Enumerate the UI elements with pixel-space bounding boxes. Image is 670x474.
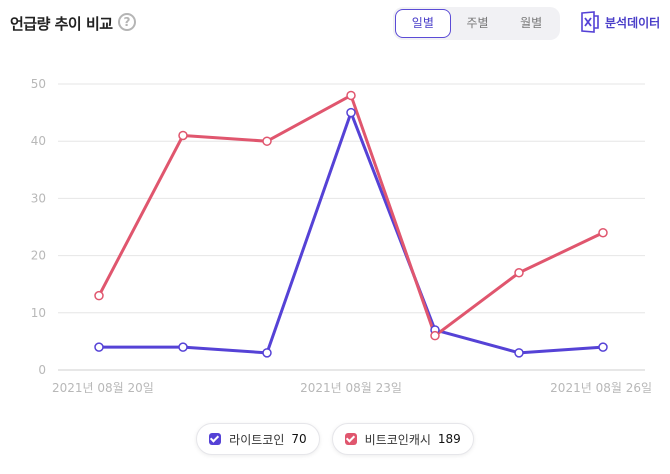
tab-monthly[interactable]: 월별 (520, 16, 543, 30)
x-tick-label: 2021년 08월 20일 (52, 381, 154, 395)
checkbox-checked-icon (209, 433, 222, 445)
y-tick-label: 20 (31, 249, 46, 263)
legend-total: 189 (437, 432, 461, 446)
series-line (97, 93, 604, 338)
legend-total: 70 (291, 432, 307, 446)
export-label: 분석데이터 (605, 15, 661, 30)
tab-weekly[interactable]: 주별 (466, 16, 489, 30)
x-tick-label: 2021년 08월 23일 (300, 381, 402, 395)
line-chart: 0 10 20 30 40 50 2021년 08월 20일 2021년 08월 23일 20… (31, 77, 652, 395)
legend-label: 라이트코인 (229, 432, 285, 447)
data-point (262, 136, 272, 146)
data-point (94, 290, 104, 301)
y-tick-label: 30 (31, 191, 46, 205)
data-point (430, 330, 440, 341)
legend-label: 비트코인캐시 (364, 432, 431, 447)
y-tick-label: 10 (31, 306, 46, 320)
export-data-button[interactable]: 분석데이터 (581, 11, 660, 33)
data-point (262, 348, 272, 358)
y-tick-label: 50 (31, 77, 46, 91)
tab-daily[interactable]: 일별 (395, 9, 451, 38)
y-tick-label: 40 (31, 134, 46, 148)
data-point (514, 348, 524, 358)
data-point (346, 90, 356, 101)
page-title: 언급량 추이 비교 (10, 15, 113, 33)
data-point (178, 342, 188, 352)
data-point (598, 342, 608, 352)
data-point (178, 130, 188, 141)
y-tick-label: 0 (38, 363, 46, 377)
data-point (346, 107, 356, 118)
help-icon[interactable]: ? (118, 13, 136, 31)
x-tick-label: 2021년 08월 26일 (550, 381, 652, 395)
legend-item-bitcoin-cash[interactable]: 비트코인캐시 189 (331, 423, 474, 455)
data-point (94, 342, 104, 352)
data-point (598, 227, 608, 238)
chart-legend: 라이트코인 70 비트코인캐시 189 (0, 423, 670, 455)
excel-icon (581, 11, 599, 33)
checkbox-checked-icon (344, 433, 357, 445)
period-selector: 일별 주별 월별 (393, 7, 560, 40)
legend-item-litecoin[interactable]: 라이트코인 70 (196, 423, 320, 455)
data-point (514, 268, 524, 278)
